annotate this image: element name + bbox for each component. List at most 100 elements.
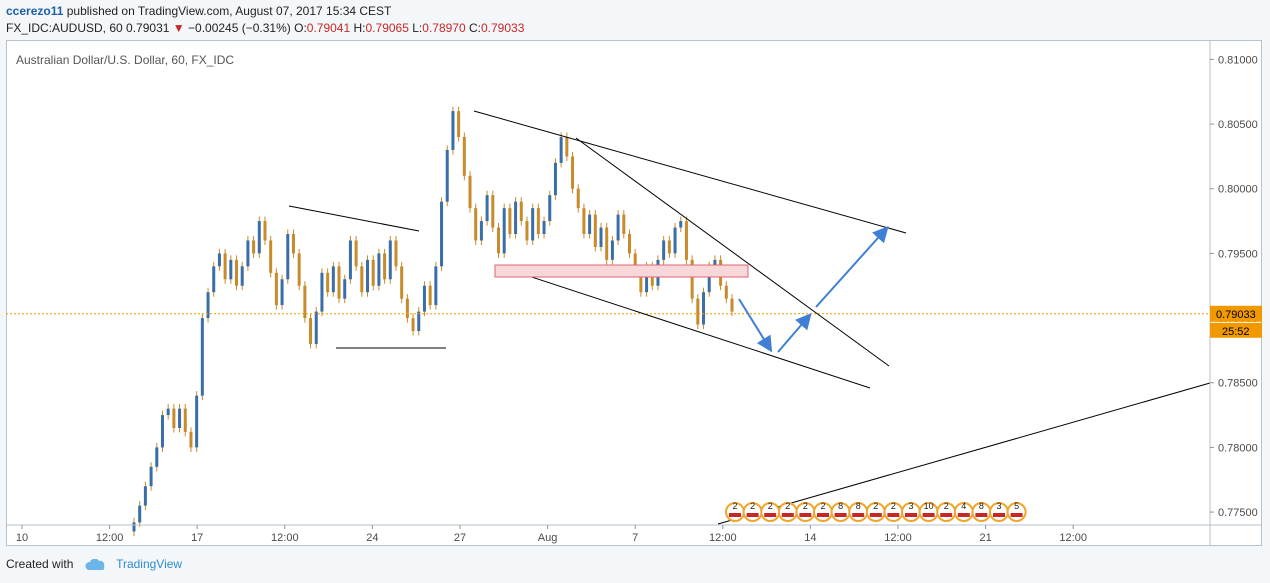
last-price-label: 0.79033 bbox=[1216, 309, 1256, 321]
time-tick-label: 14 bbox=[804, 532, 816, 544]
candle-body bbox=[525, 221, 529, 241]
candle-body bbox=[645, 266, 649, 293]
candle-body bbox=[491, 195, 495, 228]
candle-body bbox=[428, 285, 432, 306]
candle-body bbox=[252, 240, 256, 254]
candle-body bbox=[508, 208, 512, 234]
candle-body bbox=[217, 253, 221, 267]
event-count: 5 bbox=[1014, 501, 1019, 511]
candle-body bbox=[229, 259, 233, 280]
long-trend-line bbox=[717, 382, 1211, 525]
symbol-label: FX_IDC:AUDUSD, 60 bbox=[6, 21, 123, 35]
event-badge: 5 bbox=[1006, 501, 1027, 522]
candle-body bbox=[189, 431, 193, 448]
candle-body bbox=[183, 408, 187, 432]
price-chart[interactable]: Australian Dollar/U.S. Dollar, 60, FX_ID… bbox=[6, 40, 1262, 546]
event-badge: 2 bbox=[883, 501, 904, 522]
event-count: 2 bbox=[785, 501, 790, 511]
candle-body bbox=[730, 298, 734, 312]
candle-body bbox=[496, 227, 500, 254]
candle-body bbox=[269, 240, 273, 273]
candle-body bbox=[343, 279, 347, 299]
candle-body bbox=[707, 266, 711, 293]
candle-body bbox=[582, 208, 586, 234]
candle-body bbox=[326, 272, 330, 293]
flag-stripe bbox=[746, 513, 759, 517]
candle-body bbox=[149, 466, 153, 487]
time-tick-label: 24 bbox=[366, 532, 378, 544]
time-tick-label: 21 bbox=[979, 532, 991, 544]
author-link[interactable]: ccerezo11 bbox=[6, 4, 64, 18]
candle-body bbox=[286, 234, 290, 280]
event-count: 10 bbox=[924, 501, 934, 511]
flag-stripe bbox=[905, 513, 917, 517]
chart-title: Australian Dollar/U.S. Dollar, 60, FX_ID… bbox=[16, 53, 234, 67]
resistance-zone bbox=[494, 264, 749, 278]
event-count: 3 bbox=[908, 501, 913, 511]
flag-stripe bbox=[817, 513, 829, 517]
close-value: 0.79033 bbox=[481, 21, 525, 35]
flag-stripe bbox=[975, 513, 988, 517]
wedge-lower-line bbox=[497, 265, 871, 389]
chart-frame[interactable] bbox=[6, 40, 1262, 546]
candle-body bbox=[263, 221, 267, 241]
flag-stripe bbox=[799, 513, 812, 517]
candle-body bbox=[394, 240, 398, 267]
time-tick-label: 10 bbox=[16, 532, 28, 544]
candle-body bbox=[434, 266, 438, 306]
event-badge: 2 bbox=[777, 501, 798, 522]
candle-body bbox=[280, 279, 284, 306]
candle-body bbox=[599, 227, 603, 247]
wedge-upper-line bbox=[473, 110, 907, 234]
price-tick-label: 0.79500 bbox=[1218, 248, 1258, 260]
candle-body bbox=[274, 272, 278, 306]
candle-body bbox=[246, 240, 250, 267]
candle-body bbox=[684, 221, 688, 260]
candle-body bbox=[195, 395, 199, 448]
candle-body bbox=[553, 162, 557, 196]
candle-body bbox=[354, 240, 358, 267]
time-tick-label: 7 bbox=[632, 532, 638, 544]
time-axis[interactable]: 10 12:00 17 12:00 24 27 Aug 7 12:00 14 12:00 21 12:0… bbox=[6, 524, 1262, 544]
price-tick-label: 0.77500 bbox=[1218, 507, 1258, 519]
candle-body bbox=[223, 253, 227, 280]
symbol-info: FX_IDC:AUDUSD, 60 0.79031 ▼ −0.00245 (−0… bbox=[6, 21, 524, 35]
open-value: 0.79041 bbox=[306, 21, 351, 35]
price-change: −0.00245 (−0.31%) bbox=[188, 21, 291, 35]
candle-body bbox=[536, 208, 540, 234]
candle-body bbox=[662, 240, 666, 260]
candle-body bbox=[514, 201, 518, 234]
candle-body bbox=[138, 505, 142, 523]
wedge-inner-line bbox=[575, 137, 890, 367]
event-count: 8 bbox=[979, 501, 984, 511]
candle-body bbox=[702, 292, 706, 325]
candle-body bbox=[314, 311, 318, 344]
candle-body bbox=[627, 234, 631, 254]
created-with-label: Created with bbox=[6, 557, 74, 571]
candle-body bbox=[724, 285, 728, 299]
event-count: 2 bbox=[732, 501, 737, 511]
candle-body bbox=[673, 227, 677, 254]
candle-body bbox=[679, 221, 683, 228]
candle-body bbox=[479, 221, 483, 241]
time-tick-label: 12:00 bbox=[96, 532, 124, 544]
candle-body bbox=[440, 201, 444, 267]
candle-body bbox=[291, 234, 295, 254]
candle-body bbox=[366, 259, 370, 293]
flag-stripe bbox=[869, 513, 882, 517]
time-tick-label: 12:00 bbox=[884, 532, 912, 544]
event-badge: 10 bbox=[918, 501, 939, 522]
price-axis[interactable]: 0.810000.805000.800000.795000.790000.785… bbox=[1209, 40, 1262, 546]
time-tick-label: Aug bbox=[538, 532, 558, 544]
flag-stripe bbox=[764, 513, 777, 517]
tradingview-brand-link[interactable]: TradingView bbox=[116, 557, 183, 571]
flag-stripe bbox=[940, 513, 953, 517]
candle-body bbox=[639, 272, 643, 293]
time-tick-label: 12:00 bbox=[271, 532, 299, 544]
candle-body bbox=[468, 175, 472, 209]
last-price: 0.79031 bbox=[126, 21, 170, 35]
event-count: 8 bbox=[856, 501, 861, 511]
event-count: 2 bbox=[768, 501, 773, 511]
candle-body bbox=[388, 240, 392, 280]
flag-stripe bbox=[834, 513, 847, 517]
